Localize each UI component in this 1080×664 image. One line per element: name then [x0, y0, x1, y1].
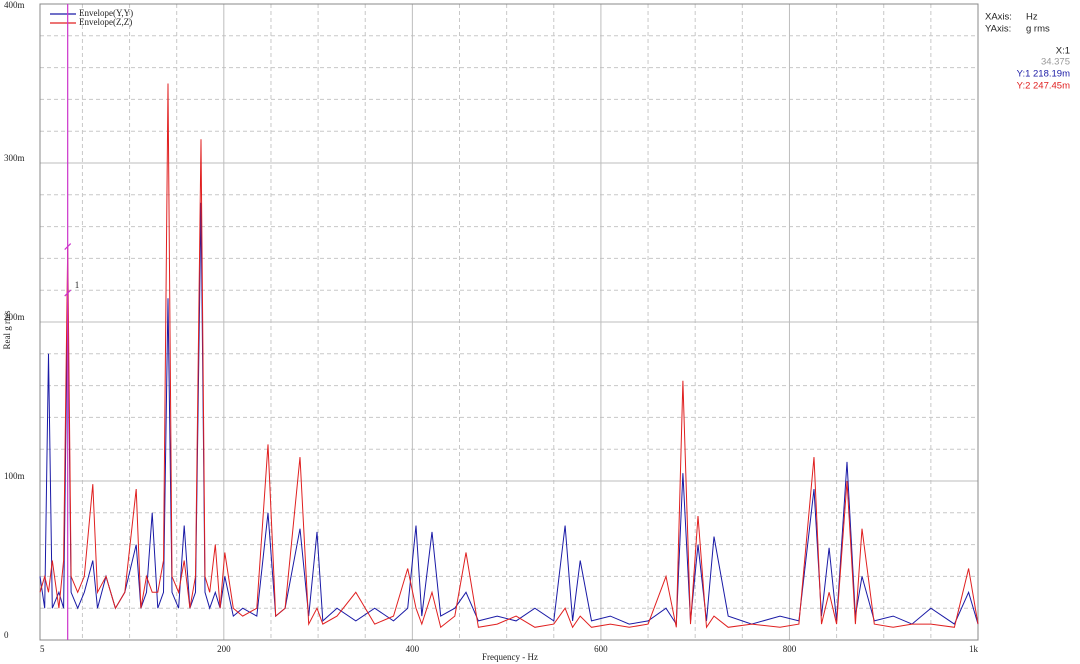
y-unit-info: g rms	[1026, 24, 1050, 35]
x-axis-label: Frequency - Hz	[482, 652, 538, 662]
cursor-y1: Y:1 218.19m	[1017, 69, 1070, 80]
legend-label: Envelope(Z,Z)	[79, 17, 132, 27]
y-tick-label: 200m	[4, 312, 25, 322]
cursor-x: 34.375	[1041, 57, 1070, 68]
y-tick-label: 400m	[4, 0, 25, 10]
y-tick-label: 0	[4, 630, 9, 640]
x-tick-label: 600	[594, 644, 608, 654]
cursor-name: X:1	[1056, 46, 1070, 57]
series-line	[39, 83, 979, 629]
plot-frame	[39, 3, 979, 641]
y-tick-label: 100m	[4, 471, 25, 481]
x-axis-info: XAxis:	[985, 12, 1012, 23]
x-tick-label: 5	[40, 644, 45, 654]
cursor-marker-label: 1	[75, 280, 80, 290]
x-tick-label: 800	[783, 644, 797, 654]
y-tick-label: 300m	[4, 153, 25, 163]
x-tick-label: 200	[217, 644, 231, 654]
series-line	[39, 202, 979, 626]
y-axis-info: YAxis:	[985, 24, 1011, 35]
x-tick-label: 400	[406, 644, 420, 654]
x-unit-info: Hz	[1026, 12, 1038, 23]
x-tick-label: 1k	[969, 644, 979, 654]
cursor-marker	[64, 289, 72, 297]
cursor-y2: Y:2 247.45m	[1017, 81, 1070, 92]
legend-label: Envelope(Y,Y)	[79, 8, 133, 18]
cursor-marker	[64, 243, 72, 250]
y-axis-label: Real g rms	[2, 310, 12, 349]
